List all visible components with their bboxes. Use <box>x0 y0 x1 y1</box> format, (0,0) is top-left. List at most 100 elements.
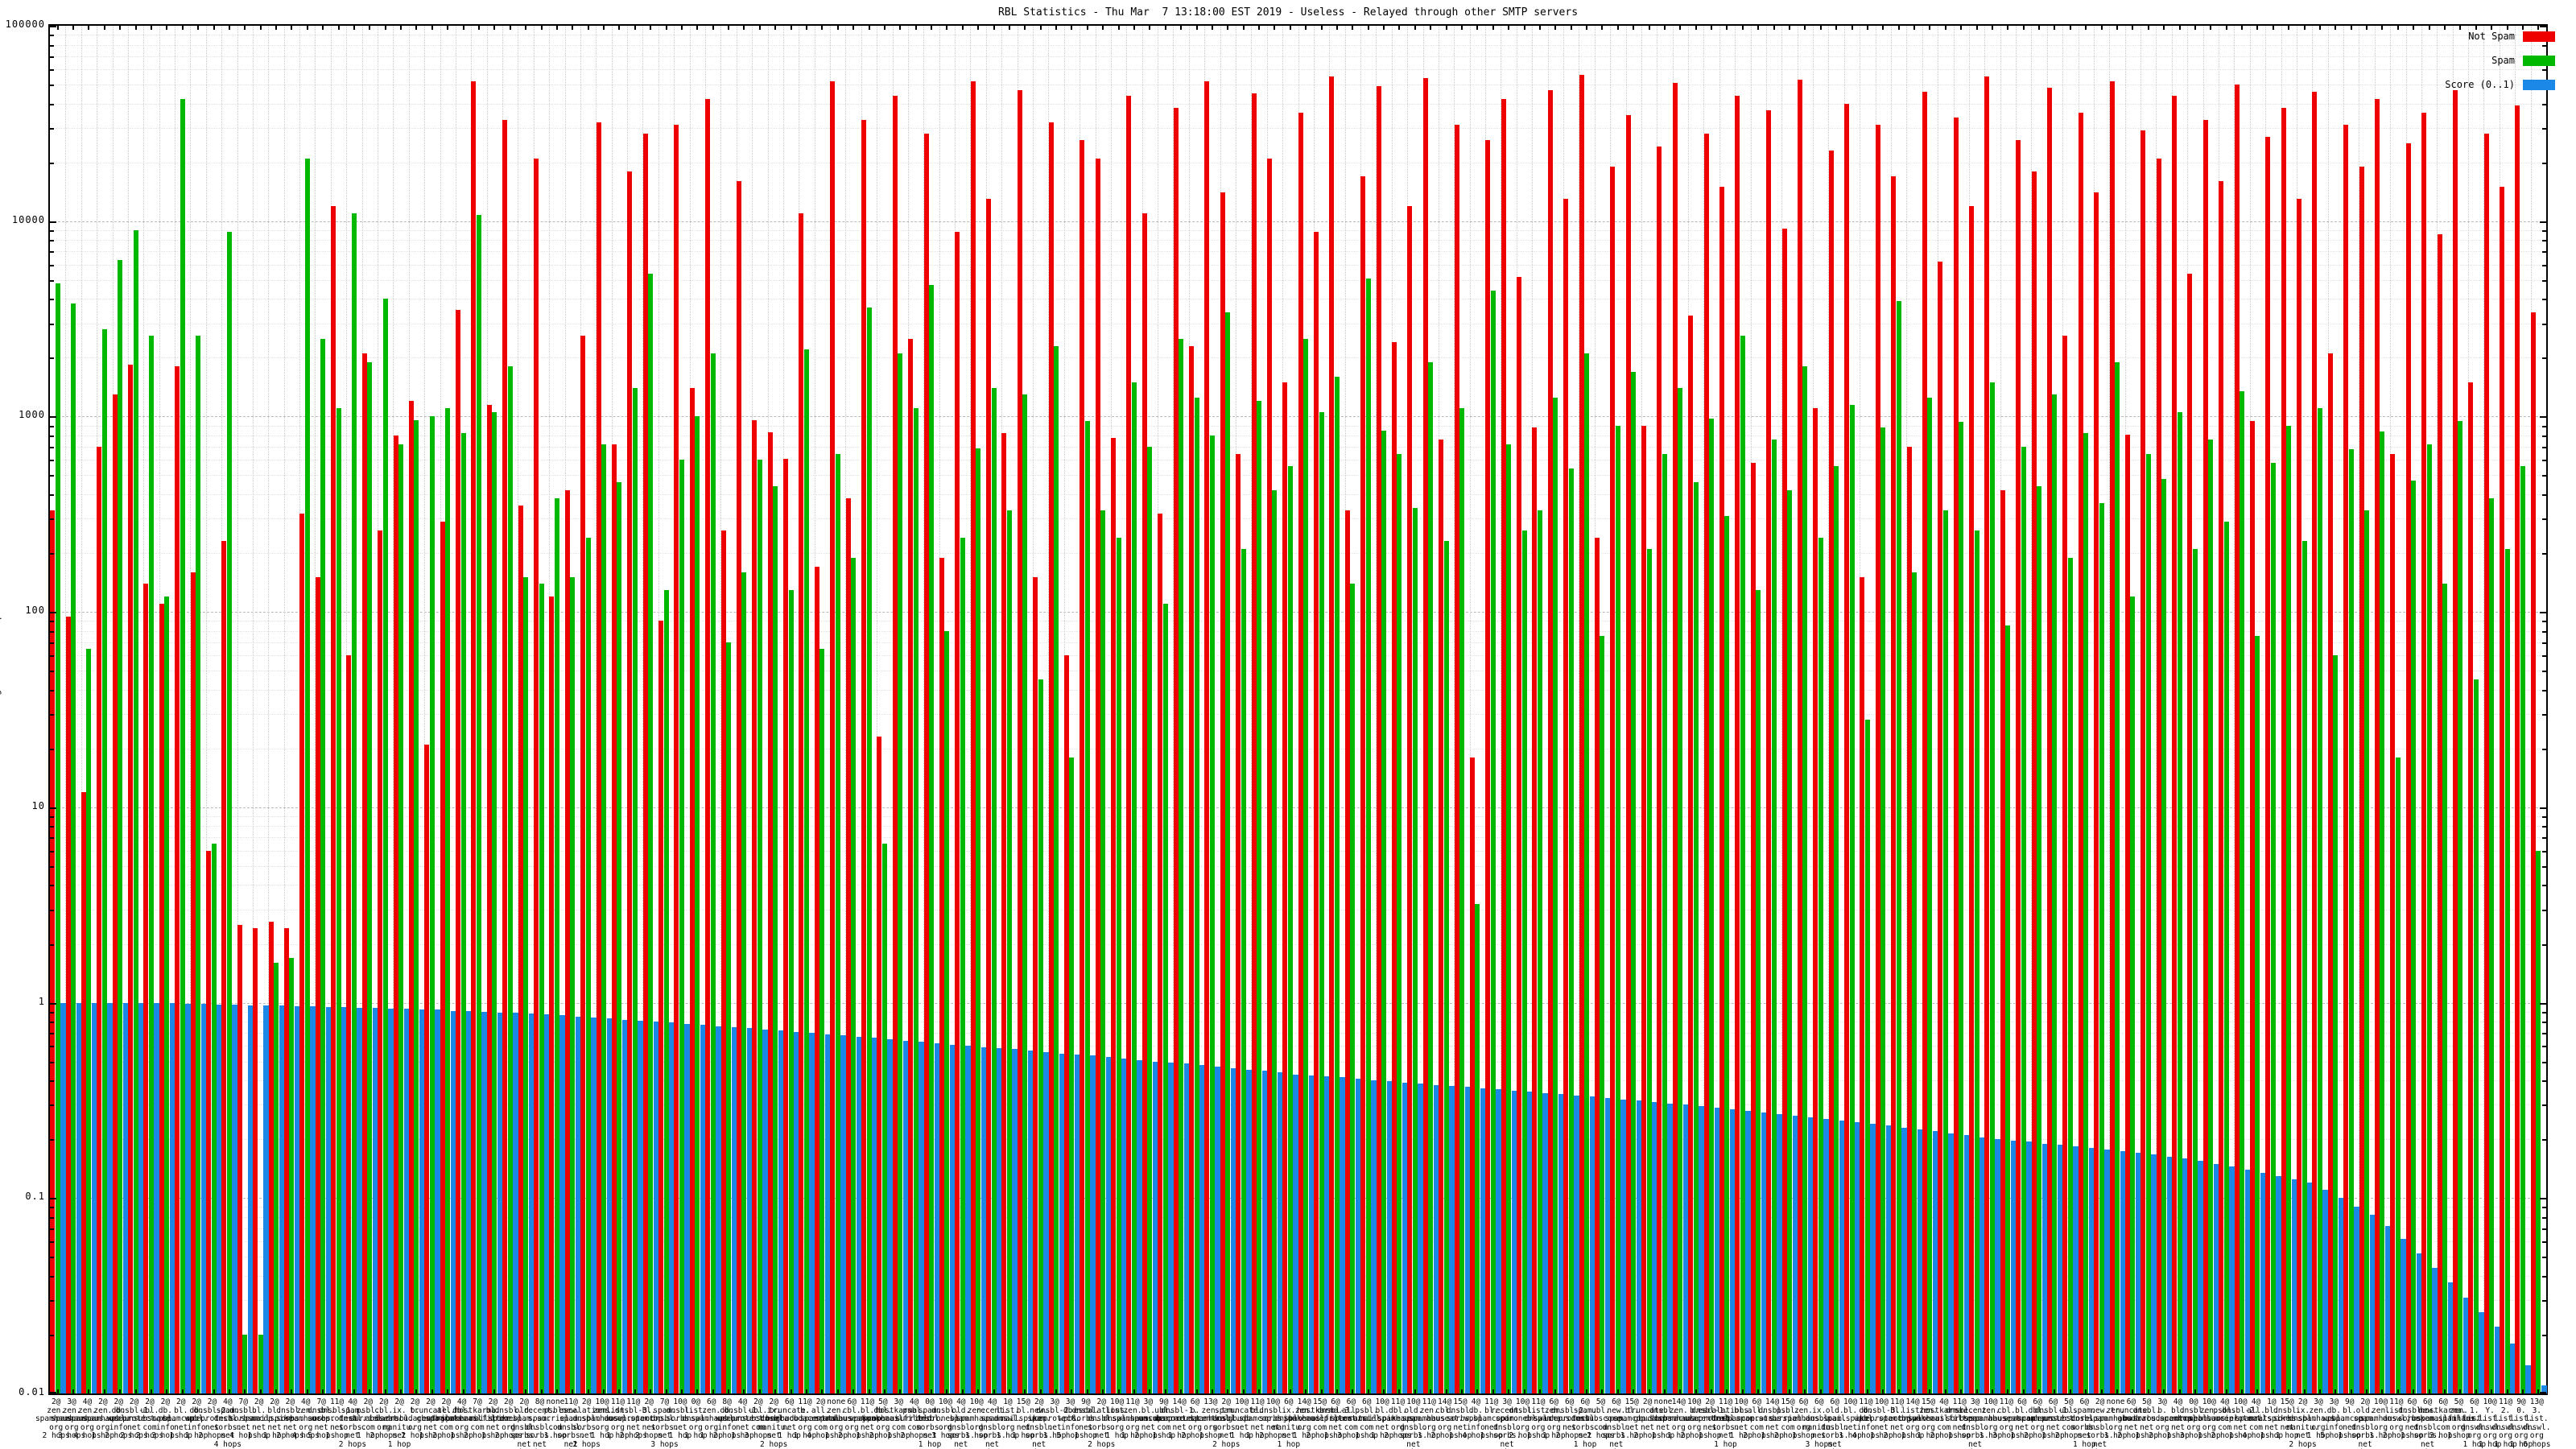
x-tick-top <box>1274 26 1276 30</box>
x-tick-top <box>1492 26 1494 30</box>
bar-spam <box>2395 757 2401 1393</box>
y-minor-tick-left <box>50 553 54 555</box>
x-tick-bottom <box>618 1389 621 1393</box>
y-minor-tick-right <box>2542 357 2546 360</box>
x-tick-bottom <box>2506 1389 2508 1393</box>
bar-score <box>1620 1099 1627 1393</box>
x-tick-bottom <box>1866 1389 1868 1393</box>
y-minor-tick-right <box>2542 68 2546 71</box>
bar-score <box>621 1019 628 1393</box>
bar-spam <box>788 589 794 1393</box>
bar-score <box>513 1012 519 1393</box>
x-tick-top <box>961 26 964 30</box>
x-tick-label: 13@ 3. list. dnswl. org 6 hops <box>2523 1397 2551 1449</box>
bar-spam <box>2161 478 2167 1393</box>
bar-spam <box>367 361 373 1393</box>
bar-score <box>217 1004 222 1393</box>
x-tick-top <box>103 26 105 30</box>
x-tick-label: 2@ b. barracudacentral. org 2 hops <box>375 1397 455 1440</box>
x-tick-label: 3@ b. barracudacentral. org 2 hops <box>2123 1397 2202 1440</box>
x-tick-label: 15@ dnsbl. sorbs. net 1 hop <box>2273 1397 2301 1440</box>
bar-not-spam <box>346 655 352 1393</box>
x-tick-top <box>836 26 839 30</box>
bar-spam <box>1365 278 1371 1393</box>
bar-score <box>653 1022 659 1393</box>
x-tick-label: 6@ spam. dnsbl. sorbs. net 1 hop <box>2070 1397 2099 1449</box>
x-tick-top <box>868 26 870 30</box>
x-tick-label: 1@ list. dnswl. org 1 hop <box>993 1397 1022 1440</box>
y-tick-left <box>50 26 56 27</box>
x-tick-top <box>1663 26 1666 30</box>
y-minor-tick-left <box>50 909 54 911</box>
bar-not-spam <box>237 925 242 1393</box>
x-tick-bottom <box>758 1389 761 1393</box>
x-tick-label: 3@ db. wpbl. info 5 hops <box>1056 1397 1084 1440</box>
bar-spam <box>274 963 279 1393</box>
y-minor-tick-right <box>2542 460 2546 462</box>
bar-not-spam <box>2515 105 2520 1393</box>
x-tick-label: 3@ zen. spamhaus. org 3 hops <box>51 1397 93 1440</box>
bar-not-spam <box>143 583 149 1393</box>
bar-not-spam <box>80 791 86 1393</box>
y-minor-tick-left <box>50 1334 54 1336</box>
bar-not-spam <box>1454 125 1459 1393</box>
bar-spam <box>1381 430 1387 1393</box>
bar-score <box>528 1013 535 1393</box>
x-tick-top <box>1461 26 1463 30</box>
y-minor-tick-left <box>50 460 54 462</box>
x-tick-top <box>259 26 262 30</box>
bar-score <box>481 1011 488 1393</box>
bar-score <box>606 1018 613 1393</box>
bar-score <box>372 1008 378 1393</box>
x-tick-label: 10@ dnsbl-2. uceprotect. net 1 hop <box>2215 1397 2266 1440</box>
bar-not-spam <box>939 557 944 1393</box>
x-tick-label: 6@ zen. spamhaus. org 1 hop <box>1782 1397 1825 1440</box>
bar-score <box>778 1030 784 1393</box>
bar-score <box>1355 1078 1361 1393</box>
bar-spam <box>819 648 825 1393</box>
y-minor-tick-right <box>2542 1228 2546 1230</box>
bar-not-spam <box>1033 577 1038 1393</box>
bar-score <box>2369 1215 2376 1393</box>
bar-score <box>716 1026 722 1393</box>
x-tick-label: 6@ all. spamrats. com 2 hops <box>1736 1397 1777 1440</box>
x-tick-bottom <box>2413 1389 2415 1393</box>
bar-score <box>1293 1074 1299 1393</box>
bar-spam <box>180 99 185 1393</box>
x-tick-bottom <box>2366 1389 2368 1393</box>
x-tick-label: 3@ hostkarma. junkemailfilter. com 1 hop <box>861 1397 936 1440</box>
x-tick-top <box>1648 26 1650 30</box>
x-tick-top <box>72 26 75 30</box>
x-tick-top <box>1726 26 1728 30</box>
bar-score <box>1979 1137 1986 1393</box>
y-minor-tick-right <box>2542 425 2546 427</box>
x-tick-bottom <box>384 1389 386 1393</box>
x-tick-label: 2@ escalations. dnsbl. sorbs. net 2 hops <box>559 1397 614 1449</box>
x-tick-top <box>2521 26 2524 30</box>
bar-score <box>887 1038 894 1393</box>
x-tick-label: 11@ cbl. abuseat. org 3 hops <box>1988 1397 2025 1440</box>
x-tick-top <box>337 26 340 30</box>
x-tick-label: 2@ spam. dnsbl. sorbs. net 2 hops <box>1212 1397 1241 1449</box>
x-tick-bottom <box>509 1389 511 1393</box>
bar-score <box>1012 1049 1018 1393</box>
bar-spam <box>1942 510 1948 1393</box>
bar-spam <box>460 433 466 1393</box>
bar-score <box>247 1005 254 1393</box>
bar-spam <box>1162 604 1168 1393</box>
x-tick-top <box>883 26 886 30</box>
x-tick-label: 6@ zen. spamhaus. org 1 hop <box>1533 1397 1575 1440</box>
bar-score <box>2260 1172 2266 1393</box>
x-tick-label: 9@ ubl. unsubscore. com 1 hop <box>1138 1397 1190 1440</box>
x-tick-top <box>291 26 293 30</box>
bar-not-spam <box>283 928 289 1393</box>
x-tick-top <box>2288 26 2290 30</box>
x-tick-label: 4@ db. wpbl. info 4 hops <box>1462 1397 1490 1440</box>
y-minor-tick-left <box>50 1300 54 1302</box>
x-tick-top <box>2085 26 2087 30</box>
bar-score <box>2010 1140 2017 1393</box>
x-tick-bottom <box>181 1389 184 1393</box>
y-tick-left <box>50 1392 56 1393</box>
x-tick-bottom <box>1726 1389 1728 1393</box>
bar-score <box>1885 1125 1892 1393</box>
